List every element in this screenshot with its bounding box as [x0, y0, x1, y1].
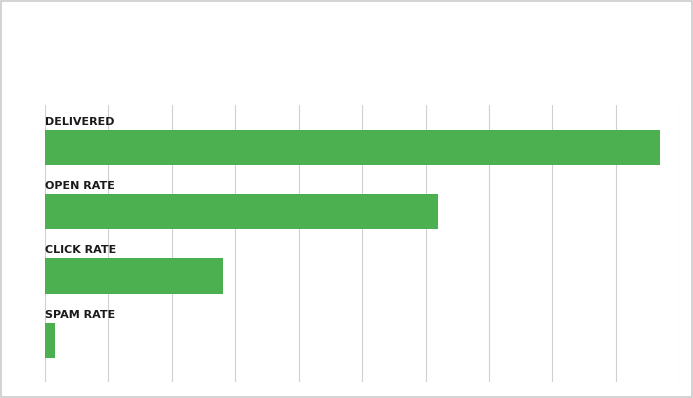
Bar: [45, 194, 438, 229]
Text: OPEN RATE: OPEN RATE: [45, 181, 115, 191]
Text: CLICK RATE: CLICK RATE: [45, 245, 116, 256]
Text: DELIVERED: DELIVERED: [45, 117, 114, 127]
Text: SPAM RATE: SPAM RATE: [45, 310, 115, 320]
Bar: [45, 258, 222, 294]
Bar: [45, 130, 660, 165]
Text: Message Averages: Message Averages: [17, 41, 277, 68]
Bar: [45, 322, 55, 358]
